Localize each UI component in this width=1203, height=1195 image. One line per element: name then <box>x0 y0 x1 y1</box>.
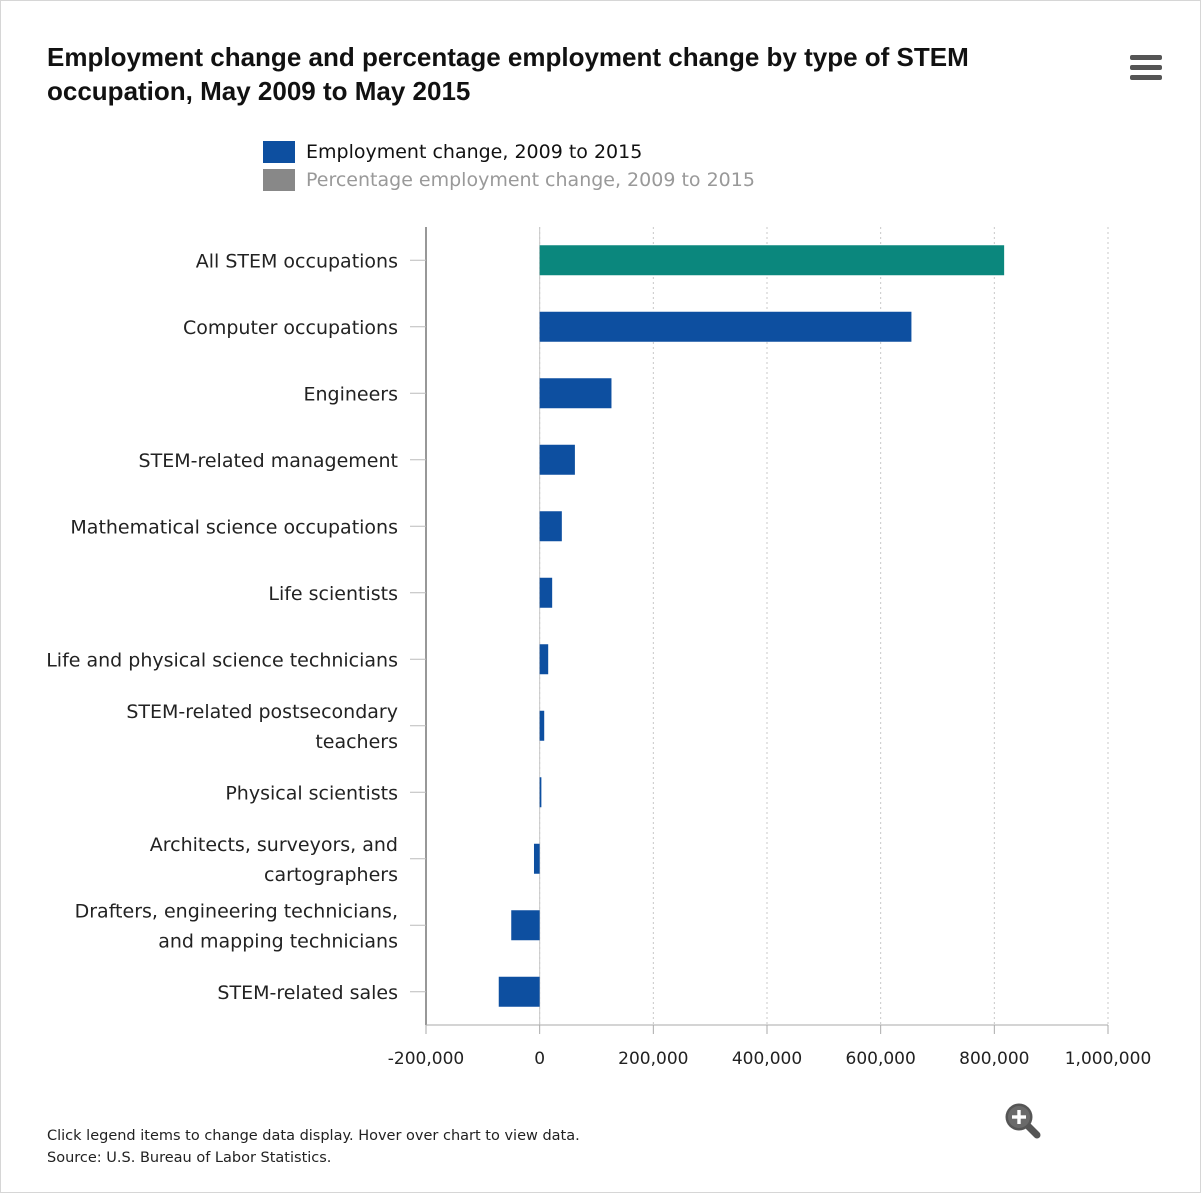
bar-8 <box>539 777 542 808</box>
category-label: STEM-related postsecondary <box>126 701 398 723</box>
legend-swatch-employment-change <box>263 141 295 163</box>
x-tick-label: 200,000 <box>618 1049 688 1069</box>
bar-3 <box>539 444 575 475</box>
hamburger-menu-icon <box>1130 55 1162 60</box>
category-label: Life scientists <box>268 583 398 605</box>
category-label: and mapping technicians <box>158 930 398 952</box>
category-label: Mathematical science occupations <box>70 516 398 538</box>
bar-7 <box>539 710 545 741</box>
x-tick-label: 400,000 <box>732 1049 802 1069</box>
chart-title: Employment change and percentage employm… <box>47 42 969 106</box>
legend-label-employment-change: Employment change, 2009 to 2015 <box>306 141 643 163</box>
zoom-button[interactable] <box>1000 1098 1044 1142</box>
category-label: Architects, surveyors, and <box>150 834 398 856</box>
bar-4 <box>539 511 562 542</box>
category-label: Life and physical science technicians <box>46 649 398 671</box>
zoom-in-icon <box>1005 1103 1041 1139</box>
category-label: cartographers <box>264 864 398 886</box>
category-label: Engineers <box>303 383 398 405</box>
bar-1 <box>539 311 912 342</box>
chart-menu-button[interactable] <box>1126 52 1166 84</box>
x-tick-label: 0 <box>534 1049 545 1069</box>
bar-2 <box>539 378 612 409</box>
category-label: Drafters, engineering technicians, <box>75 900 398 922</box>
x-tick-label: -200,000 <box>388 1049 464 1069</box>
bar-0 <box>539 245 1005 276</box>
legend-swatch-percentage-change <box>263 169 295 191</box>
bar-10 <box>511 910 540 941</box>
x-tick-label: 600,000 <box>846 1049 916 1069</box>
category-label: All STEM occupations <box>196 250 398 272</box>
bar-9 <box>533 843 540 874</box>
chart-footer: Click legend items to change data displa… <box>47 1125 580 1169</box>
x-tick-label: 1,000,000 <box>1065 1049 1152 1069</box>
x-tick-label: 800,000 <box>959 1049 1029 1069</box>
legend-label-percentage-change: Percentage employment change, 2009 to 20… <box>306 169 755 191</box>
bar-11 <box>498 976 540 1007</box>
footer-source: Source: U.S. Bureau of Labor Statistics. <box>47 1150 332 1166</box>
category-label: teachers <box>315 731 398 753</box>
bar-5 <box>539 577 553 608</box>
category-label: Computer occupations <box>183 317 398 339</box>
category-label: Physical scientists <box>225 782 398 804</box>
category-label: STEM-related management <box>139 450 398 472</box>
footer-note: Click legend items to change data displa… <box>47 1128 580 1144</box>
category-label: STEM-related sales <box>217 982 398 1004</box>
bar-6 <box>539 644 549 675</box>
